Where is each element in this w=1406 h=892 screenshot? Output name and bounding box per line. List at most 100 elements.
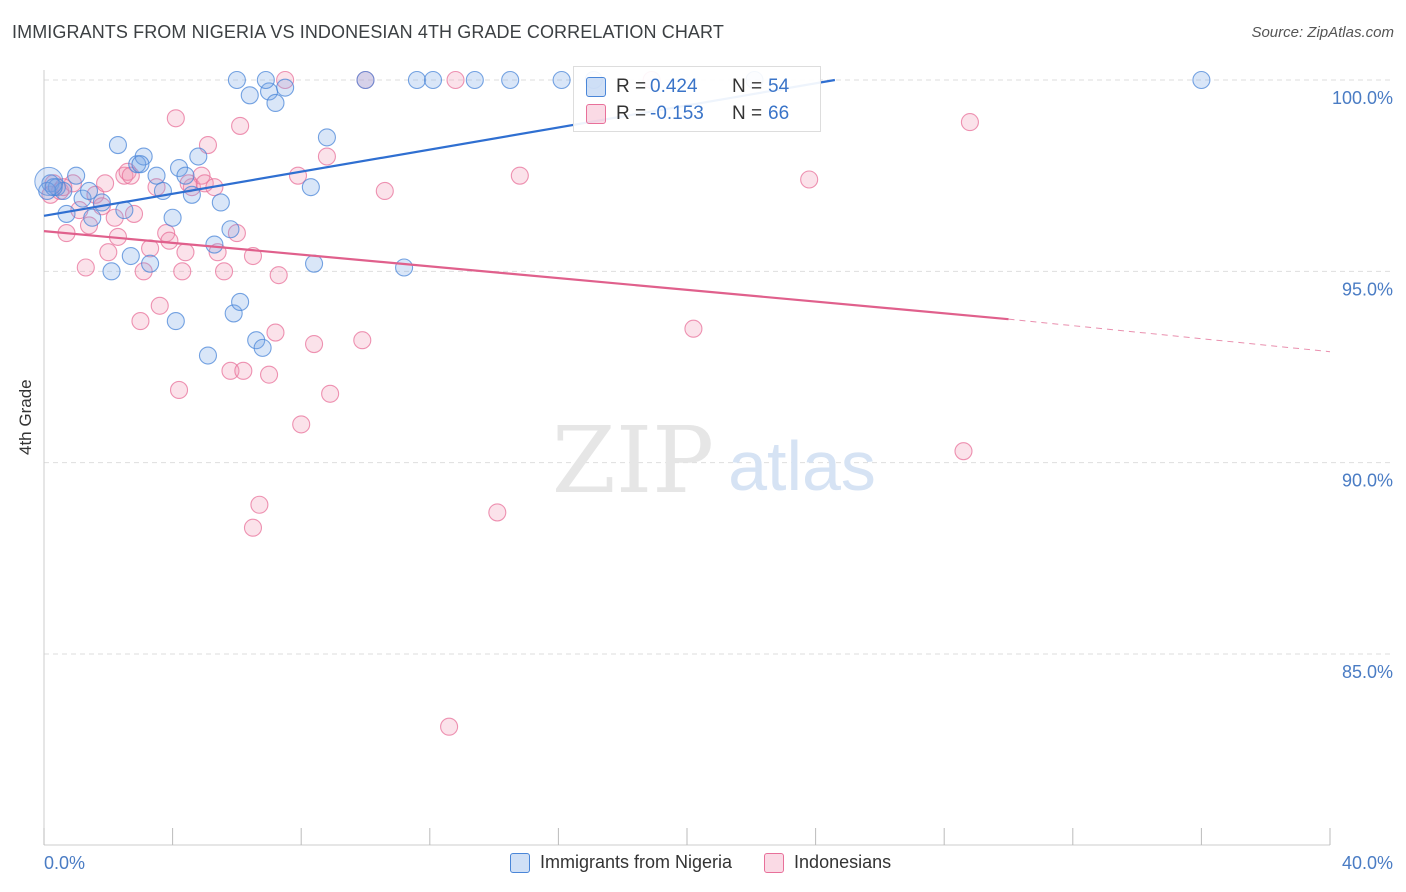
point-indonesians (321, 384, 340, 403)
point-nigeria (211, 193, 230, 212)
point-nigeria (73, 189, 92, 208)
watermark-atlas: atlas (728, 427, 876, 505)
x-tick-label: 0.0% (44, 853, 85, 873)
y-tick-label: 100.0% (1332, 88, 1393, 108)
stats-row-indonesians: R = -0.153 N = 66 (586, 101, 789, 127)
point-indonesians (375, 181, 394, 201)
legend-swatch-indonesians (764, 852, 785, 873)
point-indonesians (954, 442, 973, 461)
point-nigeria (395, 258, 414, 277)
point-nigeria (166, 312, 185, 331)
stats-swatch-indonesians (586, 104, 606, 124)
point-indonesians (231, 116, 250, 135)
point-nigeria (356, 70, 375, 90)
point-nigeria (34, 166, 64, 196)
point-indonesians (800, 170, 819, 189)
point-nigeria (276, 78, 295, 97)
y-tick-label: 90.0% (1342, 471, 1393, 491)
point-nigeria (231, 292, 250, 311)
point-nigeria (407, 70, 426, 90)
point-nigeria (266, 93, 285, 113)
point-nigeria (121, 246, 140, 266)
point-nigeria (227, 70, 246, 90)
legend-item-nigeria[interactable]: Immigrants from Nigeria (510, 852, 732, 873)
legend-swatch-nigeria (510, 852, 530, 873)
stats-swatch-nigeria (586, 77, 606, 97)
legend-item-indonesians[interactable]: Indonesians (764, 852, 891, 873)
point-indonesians (99, 243, 118, 262)
point-nigeria (423, 70, 443, 90)
point-indonesians (269, 266, 288, 285)
point-nigeria (256, 70, 275, 90)
point-nigeria (108, 136, 127, 155)
point-indonesians (510, 166, 529, 185)
trend-line-indonesians-extrapolated (1008, 318, 1331, 353)
point-nigeria (205, 235, 224, 254)
point-nigeria (147, 166, 166, 185)
point-nigeria (501, 70, 520, 90)
point-nigeria (131, 155, 150, 174)
point-indonesians (243, 518, 263, 537)
point-nigeria (102, 262, 121, 281)
point-indonesians (440, 717, 459, 736)
y-axis-label: 4th Grade (16, 379, 35, 455)
point-nigeria (221, 220, 240, 239)
point-nigeria (67, 166, 86, 185)
legend-label-indonesians: Indonesians (794, 852, 892, 872)
y-tick-label: 85.0% (1342, 662, 1393, 682)
stats-row-nigeria: R = 0.424 N = 54 (586, 74, 789, 100)
point-indonesians (276, 70, 295, 90)
point-nigeria (79, 181, 99, 201)
tick-labels: 85.0% 90.0% 95.0% 100.0% 0.0% 40.0% (44, 88, 1393, 873)
point-indonesians (169, 380, 189, 400)
point-indonesians (353, 331, 372, 350)
stats-n-label: N = (732, 103, 763, 124)
legend-label-nigeria: Immigrants from Nigeria (540, 852, 733, 872)
point-nigeria (465, 70, 484, 90)
watermark: ZIP atlas (552, 407, 876, 514)
point-nigeria (224, 304, 243, 323)
chart-title: IMMIGRANTS FROM NIGERIA VS INDONESIAN 4T… (12, 22, 724, 42)
point-indonesians (160, 231, 179, 250)
y-tick-label: 95.0% (1342, 279, 1393, 299)
point-indonesians (243, 246, 263, 266)
point-nigeria (163, 208, 182, 227)
point-indonesians (131, 312, 150, 331)
point-indonesians (134, 262, 153, 281)
point-indonesians (684, 319, 703, 338)
point-indonesians (305, 334, 324, 354)
point-indonesians (214, 262, 234, 281)
point-indonesians (317, 147, 336, 166)
stats-n-value: 66 (768, 103, 790, 124)
point-indonesians (234, 361, 253, 380)
point-indonesians (266, 323, 285, 342)
point-indonesians (166, 109, 185, 128)
point-nigeria (253, 338, 272, 357)
point-indonesians (446, 70, 465, 90)
point-indonesians (173, 262, 192, 281)
point-indonesians (105, 208, 124, 227)
point-indonesians (488, 503, 507, 522)
x-tick-label: 40.0% (1342, 853, 1393, 873)
point-indonesians (150, 296, 169, 315)
point-nigeria (317, 128, 336, 147)
point-indonesians (960, 113, 979, 132)
point-nigeria (176, 166, 195, 185)
point-nigeria (301, 178, 320, 197)
point-indonesians (124, 204, 144, 223)
point-indonesians (259, 365, 279, 384)
point-nigeria (247, 331, 266, 350)
legend: Immigrants from Nigeria Indonesians (510, 852, 913, 873)
trend-line-indonesians (43, 230, 1009, 321)
point-nigeria (44, 178, 63, 197)
point-indonesians (96, 174, 115, 193)
series-nigeria (34, 70, 1211, 365)
stats-r-value: 0.424 (650, 76, 698, 97)
stats-r-value: -0.153 (650, 103, 704, 124)
point-nigeria (198, 346, 218, 365)
point-nigeria (92, 193, 111, 212)
point-indonesians (221, 361, 240, 380)
point-nigeria (141, 254, 160, 273)
point-nigeria (54, 181, 73, 201)
